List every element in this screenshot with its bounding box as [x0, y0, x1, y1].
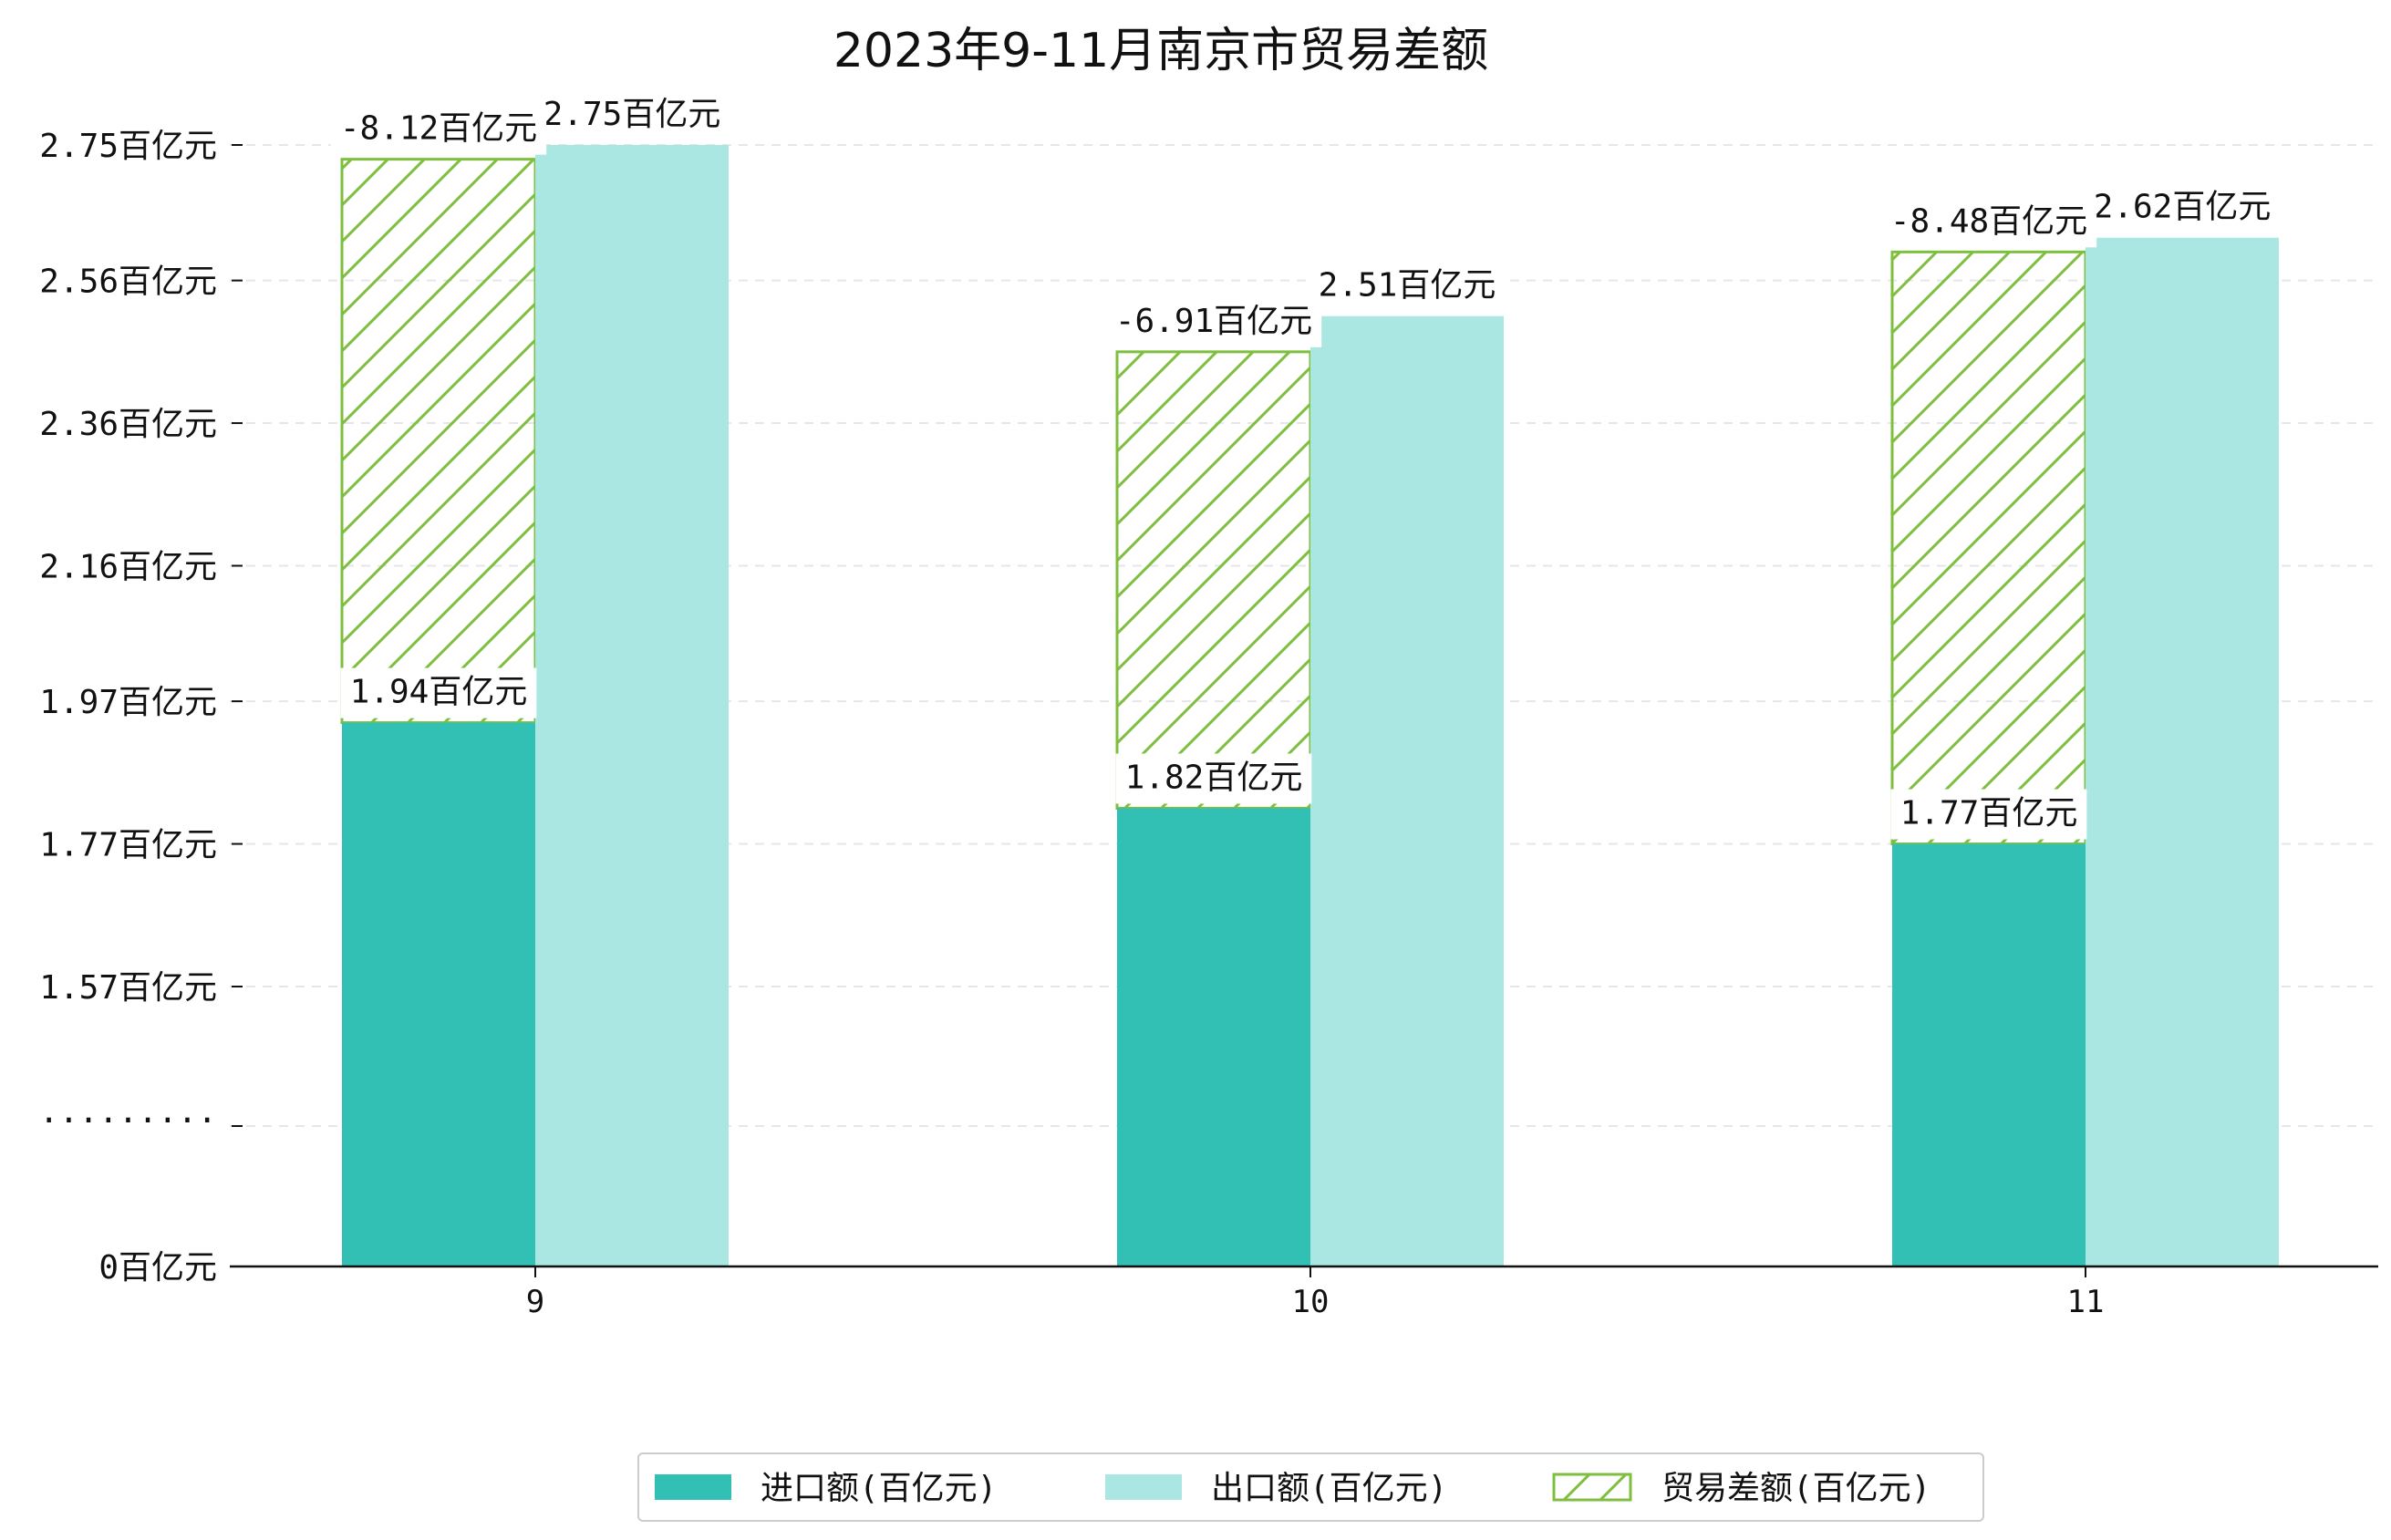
data-label-text: -8.12百亿元 [340, 110, 537, 148]
data-label-bg [2084, 182, 2281, 233]
bar-import [1117, 808, 1310, 1266]
data-label-bg [1880, 197, 2097, 248]
data-label-import: 1.82百亿元 [1115, 753, 1312, 804]
y-axis-break-label: ········· [39, 1102, 217, 1140]
data-label-trade-balance: -6.91百亿元 [1105, 296, 1322, 347]
x-tick-label: 9 [526, 1284, 544, 1320]
legend-label-balance: 贸易差额(百亿元) [1661, 1470, 1930, 1507]
data-label-text: -6.91百亿元 [1115, 303, 1312, 340]
data-label-export: 2.62百亿元 [2084, 182, 2281, 233]
y-tick-label: 1.57百亿元 [39, 969, 217, 1007]
bar-export [535, 145, 729, 1266]
data-label-bg [1115, 753, 1312, 804]
data-label-text: 1.94百亿元 [350, 674, 528, 711]
data-label-text: -8.48百亿元 [1890, 202, 2087, 240]
data-label-bg [533, 90, 730, 140]
data-label-bg [340, 667, 537, 718]
y-tick-label: 2.36百亿元 [39, 406, 217, 443]
y-tick-label: 1.77百亿元 [39, 827, 217, 864]
data-label-bg [1105, 296, 1322, 347]
y-tick-label: 2.75百亿元 [39, 128, 217, 165]
bar-import [1892, 843, 2086, 1266]
bar-import [342, 722, 535, 1266]
bar-trade-balance [1890, 250, 2087, 846]
data-label-import: 1.94百亿元 [340, 667, 537, 718]
y-tick-label: 0百亿元 [98, 1249, 217, 1287]
data-label-import: 1.77百亿元 [1890, 789, 2087, 840]
legend: 进口额(百亿元) 出口额(百亿元) 贸易差额(百亿元) [637, 1452, 1984, 1522]
bar-export [1310, 315, 1504, 1267]
data-label-trade-balance: -8.48百亿元 [1880, 197, 2097, 248]
legend-swatch-import [655, 1474, 731, 1500]
chart-title: 2023年9-11月南京市贸易差额 [833, 24, 1488, 78]
bar-trade-balance [340, 158, 537, 725]
data-label-text: 2.62百亿元 [2094, 189, 2272, 226]
data-labels: 2.75百亿元-8.12百亿元 1.94百亿元 2.51百亿元-6.91百亿元 1.8… [330, 90, 2281, 840]
data-label-trade-balance: -8.12百亿元 [330, 104, 547, 155]
legend-swatch-balance [1552, 1473, 1632, 1502]
data-label-bg [1309, 261, 1506, 312]
data-label-bg [330, 104, 547, 155]
data-label-export: 2.75百亿元 [533, 90, 730, 140]
x-tick-label: 11 [2067, 1284, 2105, 1320]
y-tick-label: 2.56百亿元 [39, 264, 217, 301]
legend-swatch-export [1105, 1474, 1182, 1500]
x-tick-label: 10 [1292, 1284, 1330, 1320]
data-label-text: 1.82百亿元 [1125, 759, 1303, 796]
y-tick-label: 1.97百亿元 [39, 684, 217, 721]
legend-label-import: 进口额(百亿元) [761, 1470, 997, 1507]
y-tick-label: 2.16百亿元 [39, 549, 217, 586]
bar-trade-balance [1115, 350, 1312, 810]
axes: 0百亿元 1.57百亿元 1.77百亿元 1.97百亿元 2.16百亿元 2.36百亿元 2… [39, 128, 2378, 1320]
data-label-export: 2.51百亿元 [1309, 261, 1506, 312]
data-label-text: 2.51百亿元 [1319, 267, 1496, 305]
data-label-text: 2.75百亿元 [543, 96, 721, 133]
bars [340, 145, 2279, 1267]
data-label-bg [1890, 789, 2087, 840]
bar-export [2086, 237, 2279, 1267]
data-label-text: 1.77百亿元 [1900, 795, 2078, 832]
legend-label-export: 出口额(百亿元) [1211, 1470, 1447, 1507]
legend-frame [637, 1452, 1984, 1522]
